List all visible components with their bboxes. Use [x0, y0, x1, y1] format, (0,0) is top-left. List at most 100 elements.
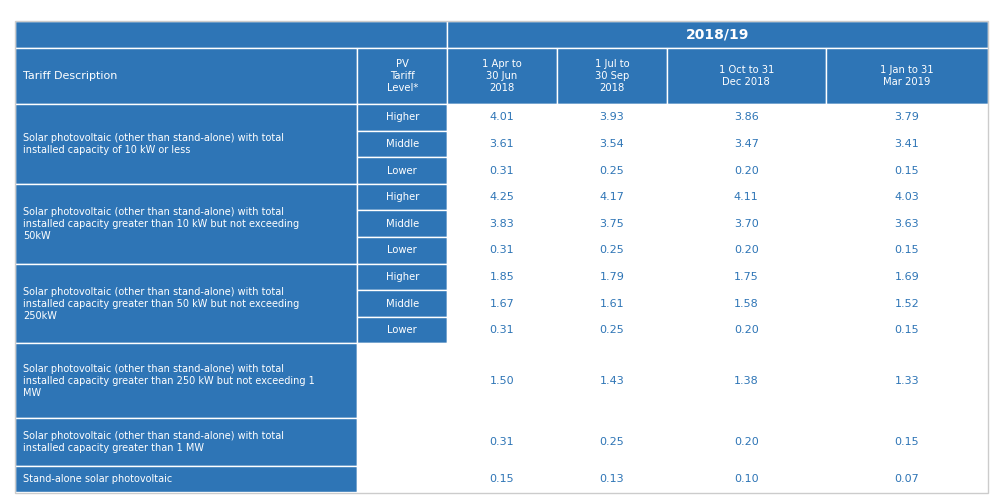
- Text: 1.58: 1.58: [734, 298, 759, 308]
- FancyBboxPatch shape: [357, 104, 447, 130]
- Text: 0.15: 0.15: [894, 437, 919, 447]
- FancyBboxPatch shape: [357, 184, 447, 210]
- FancyBboxPatch shape: [357, 48, 447, 104]
- Text: Middle: Middle: [386, 218, 419, 228]
- FancyBboxPatch shape: [826, 290, 988, 317]
- Text: 3.83: 3.83: [490, 218, 514, 228]
- FancyBboxPatch shape: [557, 344, 667, 418]
- Text: Tariff Description: Tariff Description: [23, 71, 117, 81]
- FancyBboxPatch shape: [826, 317, 988, 344]
- FancyBboxPatch shape: [357, 418, 447, 466]
- FancyBboxPatch shape: [826, 466, 988, 492]
- FancyBboxPatch shape: [447, 317, 557, 344]
- Text: 3.47: 3.47: [734, 139, 759, 149]
- FancyBboxPatch shape: [357, 290, 447, 317]
- FancyBboxPatch shape: [557, 104, 667, 130]
- FancyBboxPatch shape: [557, 290, 667, 317]
- FancyBboxPatch shape: [15, 264, 357, 344]
- Text: 1.52: 1.52: [894, 298, 919, 308]
- Text: Solar photovoltaic (other than stand-alone) with total
installed capacity greate: Solar photovoltaic (other than stand-alo…: [23, 206, 299, 240]
- FancyBboxPatch shape: [826, 237, 988, 264]
- FancyBboxPatch shape: [15, 344, 357, 418]
- Text: Solar photovoltaic (other than stand-alone) with total
installed capacity greate: Solar photovoltaic (other than stand-alo…: [23, 364, 315, 398]
- FancyBboxPatch shape: [826, 418, 988, 466]
- FancyBboxPatch shape: [667, 264, 826, 290]
- FancyBboxPatch shape: [826, 130, 988, 157]
- Text: 0.31: 0.31: [490, 246, 514, 256]
- FancyBboxPatch shape: [557, 237, 667, 264]
- Text: 0.25: 0.25: [600, 325, 624, 335]
- Text: 0.31: 0.31: [490, 437, 514, 447]
- FancyBboxPatch shape: [667, 157, 826, 184]
- Text: 3.93: 3.93: [600, 112, 624, 122]
- FancyBboxPatch shape: [357, 344, 447, 418]
- Text: 1.85: 1.85: [490, 272, 514, 282]
- FancyBboxPatch shape: [557, 466, 667, 492]
- Text: Stand-alone solar photovoltaic: Stand-alone solar photovoltaic: [23, 474, 172, 484]
- FancyBboxPatch shape: [447, 21, 988, 48]
- Text: 3.63: 3.63: [894, 218, 919, 228]
- FancyBboxPatch shape: [15, 104, 357, 184]
- FancyBboxPatch shape: [557, 317, 667, 344]
- Text: 0.25: 0.25: [600, 437, 624, 447]
- Text: 0.15: 0.15: [490, 474, 514, 484]
- Text: 3.70: 3.70: [734, 218, 759, 228]
- Text: 1.79: 1.79: [599, 272, 624, 282]
- FancyBboxPatch shape: [557, 184, 667, 210]
- FancyBboxPatch shape: [15, 184, 357, 264]
- Text: 0.20: 0.20: [734, 246, 759, 256]
- FancyBboxPatch shape: [667, 237, 826, 264]
- FancyBboxPatch shape: [826, 344, 988, 418]
- FancyBboxPatch shape: [447, 466, 557, 492]
- Text: Middle: Middle: [386, 139, 419, 149]
- Text: 1.50: 1.50: [490, 376, 514, 386]
- FancyBboxPatch shape: [15, 21, 447, 48]
- FancyBboxPatch shape: [667, 344, 826, 418]
- Text: Middle: Middle: [386, 298, 419, 308]
- Text: 1.38: 1.38: [734, 376, 759, 386]
- FancyBboxPatch shape: [357, 317, 447, 344]
- Text: Higher: Higher: [386, 112, 419, 122]
- FancyBboxPatch shape: [557, 48, 667, 104]
- Text: 1 Apr to
30 Jun
2018: 1 Apr to 30 Jun 2018: [482, 59, 522, 93]
- Text: 3.61: 3.61: [490, 139, 514, 149]
- FancyBboxPatch shape: [667, 317, 826, 344]
- Text: 1.33: 1.33: [894, 376, 919, 386]
- FancyBboxPatch shape: [447, 210, 557, 237]
- FancyBboxPatch shape: [826, 157, 988, 184]
- Text: 0.10: 0.10: [734, 474, 759, 484]
- FancyBboxPatch shape: [447, 104, 557, 130]
- Text: 3.79: 3.79: [894, 112, 919, 122]
- Text: 1.67: 1.67: [490, 298, 514, 308]
- FancyBboxPatch shape: [447, 48, 557, 104]
- FancyBboxPatch shape: [557, 157, 667, 184]
- FancyBboxPatch shape: [357, 264, 447, 290]
- Text: Solar photovoltaic (other than stand-alone) with total
installed capacity of 10 : Solar photovoltaic (other than stand-alo…: [23, 133, 284, 155]
- FancyBboxPatch shape: [826, 48, 988, 104]
- Text: Solar photovoltaic (other than stand-alone) with total
installed capacity greate: Solar photovoltaic (other than stand-alo…: [23, 431, 284, 453]
- FancyBboxPatch shape: [667, 466, 826, 492]
- Text: PV
Tariff
Level*: PV Tariff Level*: [387, 59, 418, 93]
- Text: 4.25: 4.25: [490, 192, 514, 202]
- FancyBboxPatch shape: [557, 130, 667, 157]
- FancyBboxPatch shape: [447, 264, 557, 290]
- Text: 0.13: 0.13: [600, 474, 624, 484]
- Text: 4.17: 4.17: [599, 192, 624, 202]
- FancyBboxPatch shape: [826, 210, 988, 237]
- FancyBboxPatch shape: [357, 237, 447, 264]
- FancyBboxPatch shape: [667, 130, 826, 157]
- FancyBboxPatch shape: [447, 418, 557, 466]
- Text: 1.61: 1.61: [600, 298, 624, 308]
- FancyBboxPatch shape: [667, 290, 826, 317]
- Text: Lower: Lower: [387, 246, 417, 256]
- FancyBboxPatch shape: [557, 264, 667, 290]
- Text: 0.15: 0.15: [894, 325, 919, 335]
- Text: Lower: Lower: [387, 166, 417, 175]
- Text: 1 Jan to 31
Mar 2019: 1 Jan to 31 Mar 2019: [880, 65, 934, 87]
- FancyBboxPatch shape: [557, 418, 667, 466]
- Text: 3.41: 3.41: [894, 139, 919, 149]
- Text: 0.31: 0.31: [490, 166, 514, 175]
- Text: 0.31: 0.31: [490, 325, 514, 335]
- FancyBboxPatch shape: [357, 210, 447, 237]
- FancyBboxPatch shape: [447, 344, 557, 418]
